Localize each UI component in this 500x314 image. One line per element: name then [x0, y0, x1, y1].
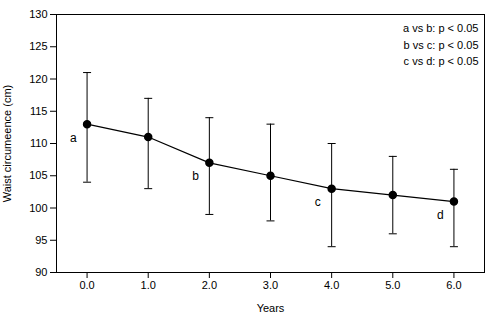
- svg-text:105: 105: [29, 169, 47, 181]
- svg-text:5.0: 5.0: [385, 279, 400, 291]
- svg-text:a vs b: p < 0.05b vs c: p < 0.: a vs b: p < 0.05b vs c: p < 0.05c vs d: …: [403, 22, 479, 67]
- svg-text:Years: Years: [257, 302, 285, 314]
- svg-text:90: 90: [35, 266, 47, 278]
- svg-text:b: b: [192, 169, 199, 183]
- svg-text:1.0: 1.0: [141, 279, 156, 291]
- svg-text:d: d: [437, 208, 444, 222]
- svg-text:95: 95: [35, 234, 47, 246]
- svg-text:110: 110: [30, 137, 48, 149]
- svg-text:3.0: 3.0: [263, 279, 278, 291]
- svg-text:130: 130: [29, 8, 47, 20]
- svg-text:6.0: 6.0: [446, 279, 461, 291]
- svg-text:Waist circumeence (cm): Waist circumeence (cm): [1, 85, 13, 203]
- svg-text:120: 120: [29, 73, 47, 85]
- svg-text:2.0: 2.0: [202, 279, 217, 291]
- svg-text:125: 125: [29, 40, 47, 52]
- svg-text:a: a: [70, 131, 77, 145]
- svg-text:0.0: 0.0: [79, 279, 94, 291]
- svg-text:115: 115: [30, 105, 48, 117]
- svg-text:4.0: 4.0: [324, 279, 339, 291]
- svg-text:c: c: [315, 195, 321, 209]
- svg-text:100: 100: [29, 202, 47, 214]
